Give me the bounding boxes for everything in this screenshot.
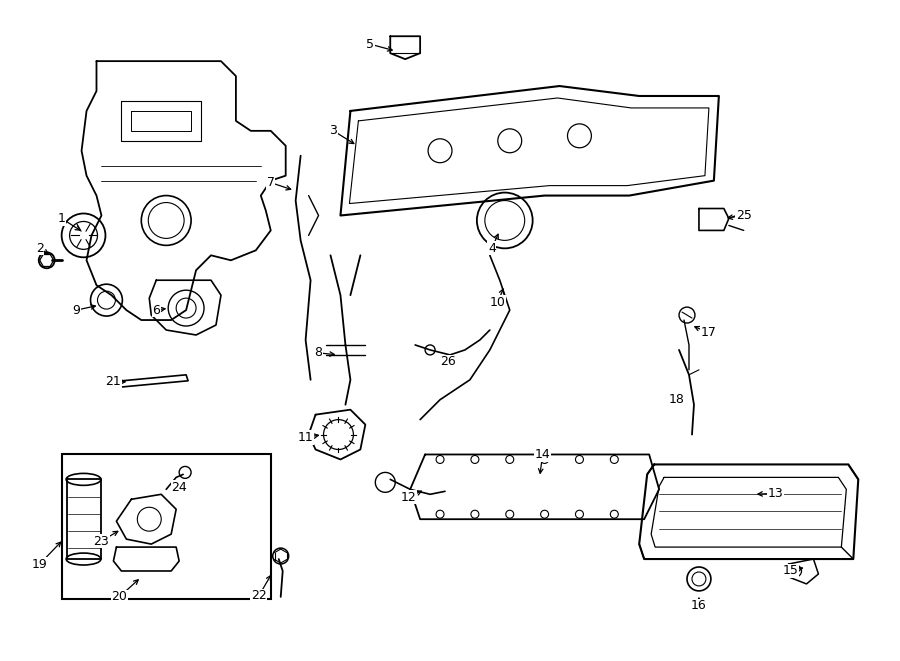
Text: 5: 5 (366, 38, 374, 51)
FancyBboxPatch shape (61, 455, 271, 599)
Text: 2: 2 (36, 242, 44, 255)
Text: 15: 15 (783, 564, 798, 578)
Text: 3: 3 (329, 124, 338, 137)
Text: 1: 1 (58, 212, 66, 225)
Text: 16: 16 (691, 600, 707, 612)
Text: 9: 9 (73, 303, 80, 317)
Text: 20: 20 (112, 590, 127, 603)
Text: 7: 7 (266, 176, 274, 189)
Text: 10: 10 (490, 295, 506, 309)
Text: 25: 25 (736, 209, 752, 222)
Text: 13: 13 (768, 486, 784, 500)
Text: 11: 11 (298, 431, 313, 444)
Text: 6: 6 (152, 303, 160, 317)
Text: 14: 14 (535, 448, 551, 461)
Text: 26: 26 (440, 356, 456, 368)
Text: 21: 21 (105, 375, 122, 388)
Text: 18: 18 (669, 393, 685, 407)
Text: 17: 17 (701, 327, 716, 340)
Text: 24: 24 (171, 481, 187, 494)
Text: 4: 4 (488, 242, 496, 255)
Text: 23: 23 (94, 535, 109, 547)
Text: 22: 22 (251, 590, 266, 602)
Text: 12: 12 (400, 491, 416, 504)
Text: 8: 8 (315, 346, 322, 360)
Text: 19: 19 (32, 557, 48, 570)
